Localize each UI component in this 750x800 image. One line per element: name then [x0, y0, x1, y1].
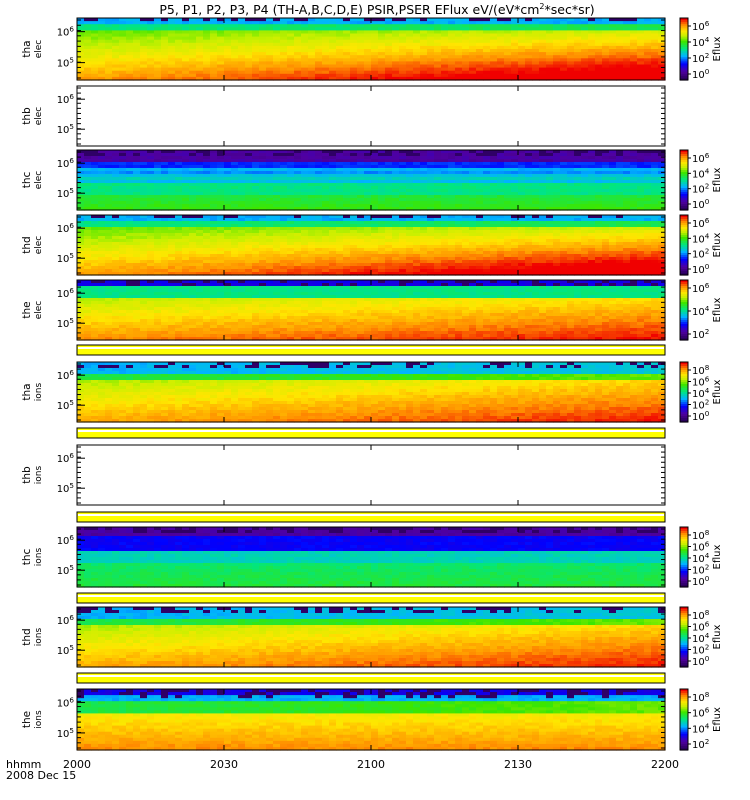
panel-thd-elec: 106104102100Eflux106105thdelec: [21, 215, 723, 276]
y-tick-label: 106: [57, 92, 75, 106]
spectrogram-thc-elec: [77, 150, 666, 211]
colorbar-label: Eflux: [712, 36, 723, 61]
panel-label: thaelec: [21, 40, 44, 59]
colorbar-tick-label: 100: [692, 67, 710, 81]
colorbar-thc-elec: 106104 102100Eflux: [680, 150, 723, 211]
y-tick-label: 106: [57, 25, 75, 39]
figure-title: P5, P1, P2, P3, P4 (TH-A,B,C,D,E) PSIR,P…: [159, 2, 594, 17]
panel-label: thbelec: [21, 107, 44, 126]
colorbar-tick-label: 106: [692, 151, 710, 165]
y-tick-label: 105: [57, 56, 74, 70]
panel-label: thcelec: [21, 171, 44, 190]
colorbar-tick-label: 102: [692, 182, 709, 196]
panel-frame: [77, 86, 665, 146]
colorbar-tick-label: 104: [692, 166, 710, 180]
colorbar-tick-label: 102: [692, 51, 709, 65]
colorbar-tick-label: 106: [692, 19, 710, 33]
colorbar-label: Eflux: [712, 167, 723, 192]
y-tick-label: 106: [57, 156, 75, 170]
y-tick-label: 105: [57, 122, 74, 136]
panel-thb-elec: 106 105 thbelec: [21, 86, 665, 146]
colorbar-tick-label: 104: [692, 35, 710, 49]
colorbar-tick-label: 100: [692, 197, 710, 211]
spectrogram-thd-elec: [77, 215, 666, 276]
panel-stack: 106104102100Eflux106105thaelec106105thbe…: [21, 18, 723, 751]
y-tick-label: 105: [57, 186, 74, 200]
spectrogram-tha-elec: [77, 18, 666, 81]
